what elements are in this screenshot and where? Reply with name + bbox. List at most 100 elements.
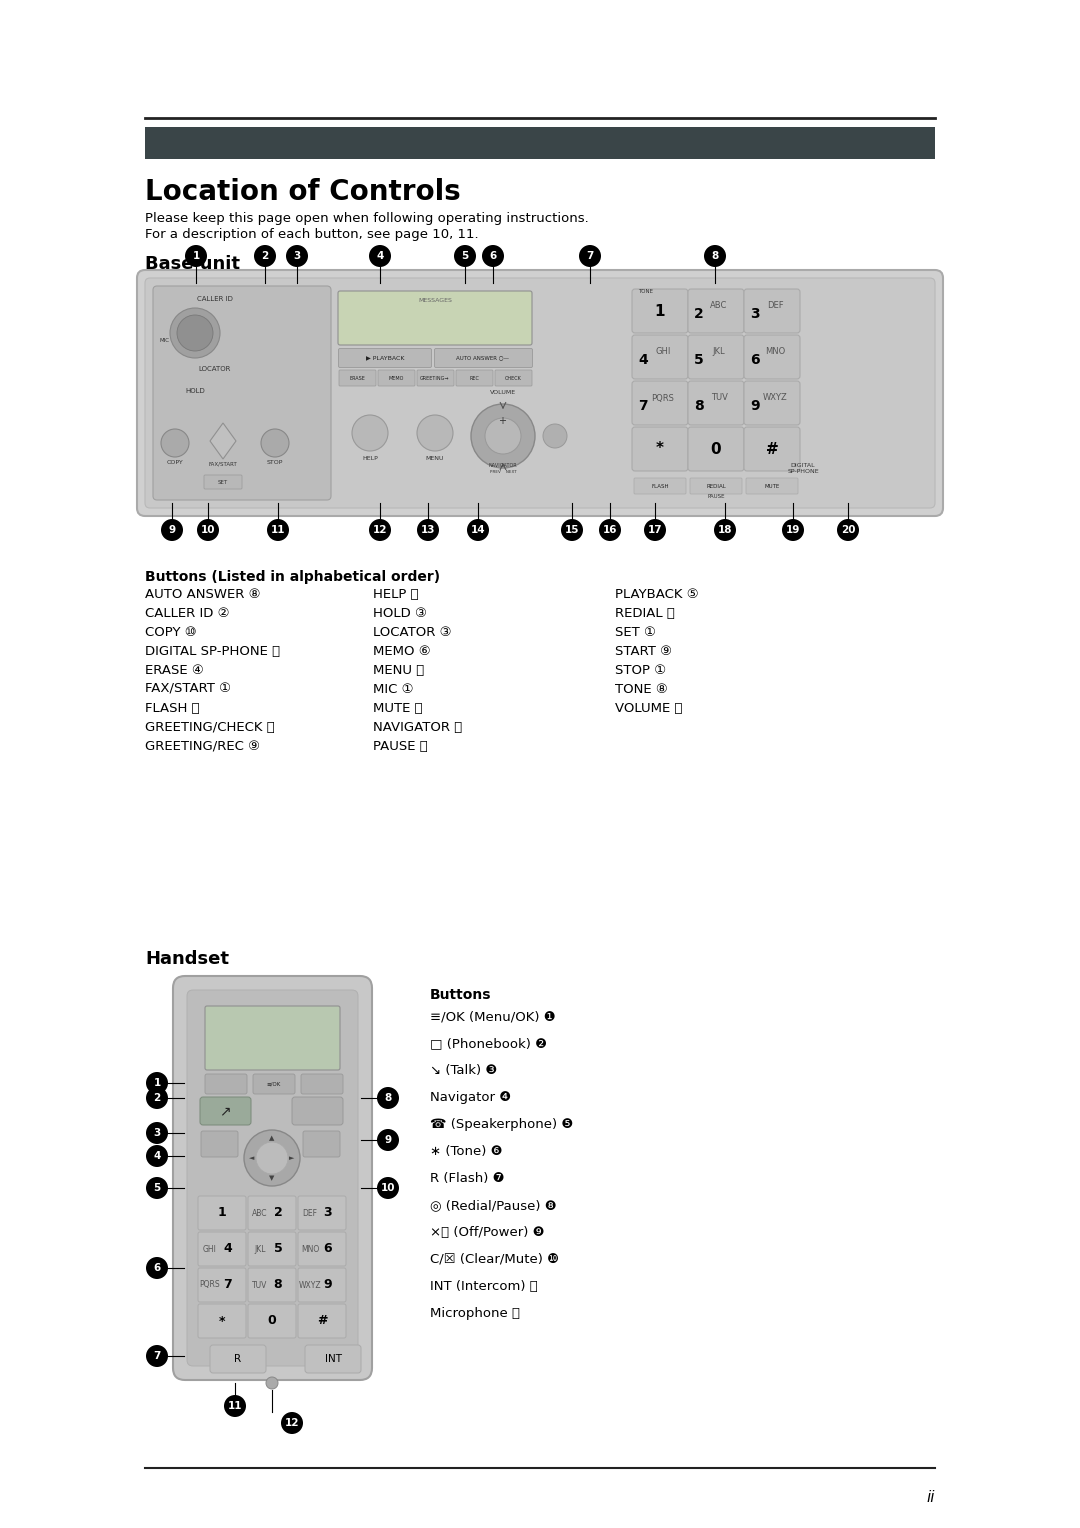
FancyBboxPatch shape xyxy=(746,478,798,494)
Circle shape xyxy=(377,1177,399,1199)
Circle shape xyxy=(146,1122,168,1144)
Text: PLAYBACK ⑤: PLAYBACK ⑤ xyxy=(615,588,699,601)
Text: *: * xyxy=(656,442,664,457)
Text: AUTO ANSWER ⑧: AUTO ANSWER ⑧ xyxy=(145,588,260,601)
Text: INT (Intercom) Ⓐ: INT (Intercom) Ⓐ xyxy=(430,1280,538,1293)
Text: 2: 2 xyxy=(694,307,704,321)
FancyBboxPatch shape xyxy=(298,1196,346,1230)
Text: MENU: MENU xyxy=(426,455,444,461)
FancyBboxPatch shape xyxy=(248,1232,296,1267)
FancyBboxPatch shape xyxy=(198,1268,246,1302)
Text: 11: 11 xyxy=(228,1401,242,1410)
FancyBboxPatch shape xyxy=(305,1345,361,1374)
Circle shape xyxy=(417,416,453,451)
Text: ERASE ④: ERASE ④ xyxy=(145,665,204,677)
Text: 2: 2 xyxy=(261,251,269,261)
FancyBboxPatch shape xyxy=(632,289,688,333)
Text: 6: 6 xyxy=(751,353,760,367)
Text: PQRS: PQRS xyxy=(651,394,674,402)
Circle shape xyxy=(281,1412,303,1433)
Circle shape xyxy=(267,520,289,541)
FancyBboxPatch shape xyxy=(145,278,935,507)
FancyBboxPatch shape xyxy=(688,289,744,333)
FancyBboxPatch shape xyxy=(210,1345,266,1374)
Text: FLASH: FLASH xyxy=(651,483,669,489)
Circle shape xyxy=(146,1073,168,1094)
Text: GHI: GHI xyxy=(203,1244,217,1253)
Text: 1: 1 xyxy=(218,1207,227,1219)
Text: CHECK: CHECK xyxy=(504,376,522,380)
Text: For a description of each button, see page 10, 11.: For a description of each button, see pa… xyxy=(145,228,478,241)
Text: 1: 1 xyxy=(192,251,200,261)
FancyBboxPatch shape xyxy=(248,1196,296,1230)
Circle shape xyxy=(177,315,213,351)
Text: Handset: Handset xyxy=(145,950,229,969)
Text: ≡/OK: ≡/OK xyxy=(267,1082,281,1086)
FancyBboxPatch shape xyxy=(200,1097,251,1125)
Text: 2: 2 xyxy=(273,1207,282,1219)
Circle shape xyxy=(185,244,207,267)
Circle shape xyxy=(146,1086,168,1109)
Text: □ (Phonebook) ❷: □ (Phonebook) ❷ xyxy=(430,1038,546,1050)
Text: 12: 12 xyxy=(285,1418,299,1429)
Text: 3: 3 xyxy=(751,307,760,321)
Text: 6: 6 xyxy=(324,1242,333,1256)
Text: 5: 5 xyxy=(273,1242,282,1256)
FancyBboxPatch shape xyxy=(744,289,800,333)
Circle shape xyxy=(197,520,219,541)
Text: #: # xyxy=(766,442,779,457)
Text: JKL: JKL xyxy=(713,347,726,356)
Circle shape xyxy=(261,429,289,457)
Circle shape xyxy=(170,309,220,358)
Circle shape xyxy=(352,416,388,451)
Text: 13: 13 xyxy=(421,526,435,535)
Text: GREETING/REC ⑨: GREETING/REC ⑨ xyxy=(145,740,260,753)
Text: 7: 7 xyxy=(638,399,648,413)
Text: START ⑨: START ⑨ xyxy=(615,645,672,659)
Text: ◎ (Redial/Pause) ❽: ◎ (Redial/Pause) ❽ xyxy=(430,1199,556,1212)
FancyBboxPatch shape xyxy=(688,426,744,471)
Text: 14: 14 xyxy=(471,526,485,535)
Text: GREETING/CHECK ⑰: GREETING/CHECK ⑰ xyxy=(145,721,274,733)
Circle shape xyxy=(417,520,438,541)
FancyBboxPatch shape xyxy=(204,475,242,489)
FancyBboxPatch shape xyxy=(632,426,688,471)
Text: MENU ⑭: MENU ⑭ xyxy=(373,665,424,677)
Text: 10: 10 xyxy=(201,526,215,535)
Text: HOLD ③: HOLD ③ xyxy=(373,607,427,620)
FancyBboxPatch shape xyxy=(137,270,943,516)
Text: NAVIGATOR ⑯: NAVIGATOR ⑯ xyxy=(373,721,462,733)
Text: AUTO ANSWER ○—: AUTO ANSWER ○— xyxy=(457,356,510,361)
FancyBboxPatch shape xyxy=(198,1303,246,1339)
Text: 9: 9 xyxy=(384,1135,392,1144)
Text: GREETING→: GREETING→ xyxy=(420,376,449,380)
Text: SET ①: SET ① xyxy=(615,626,656,639)
Text: 4: 4 xyxy=(153,1151,161,1161)
Text: Microphone Ⓑ: Microphone Ⓑ xyxy=(430,1306,519,1320)
Text: MNO: MNO xyxy=(301,1244,319,1253)
Circle shape xyxy=(266,1377,278,1389)
Text: TUV: TUV xyxy=(711,394,728,402)
Text: 2: 2 xyxy=(153,1093,161,1103)
FancyBboxPatch shape xyxy=(378,370,415,387)
Text: Buttons: Buttons xyxy=(430,989,491,1002)
Text: ii: ii xyxy=(927,1490,935,1505)
FancyBboxPatch shape xyxy=(145,127,935,159)
Text: VOLUME: VOLUME xyxy=(490,390,516,396)
Text: 4: 4 xyxy=(376,251,383,261)
Text: 19: 19 xyxy=(786,526,800,535)
Text: Location of Controls: Location of Controls xyxy=(145,177,461,206)
FancyBboxPatch shape xyxy=(298,1268,346,1302)
Text: 1: 1 xyxy=(153,1077,161,1088)
FancyBboxPatch shape xyxy=(173,976,372,1380)
Text: 0: 0 xyxy=(268,1314,276,1328)
FancyBboxPatch shape xyxy=(338,290,532,345)
FancyBboxPatch shape xyxy=(690,478,742,494)
Text: WXYZ: WXYZ xyxy=(299,1280,322,1290)
Text: 3: 3 xyxy=(324,1207,333,1219)
Circle shape xyxy=(543,423,567,448)
Text: TUV: TUV xyxy=(253,1280,268,1290)
Circle shape xyxy=(782,520,804,541)
Text: PREV    NEXT: PREV NEXT xyxy=(489,471,516,474)
Circle shape xyxy=(485,419,521,454)
